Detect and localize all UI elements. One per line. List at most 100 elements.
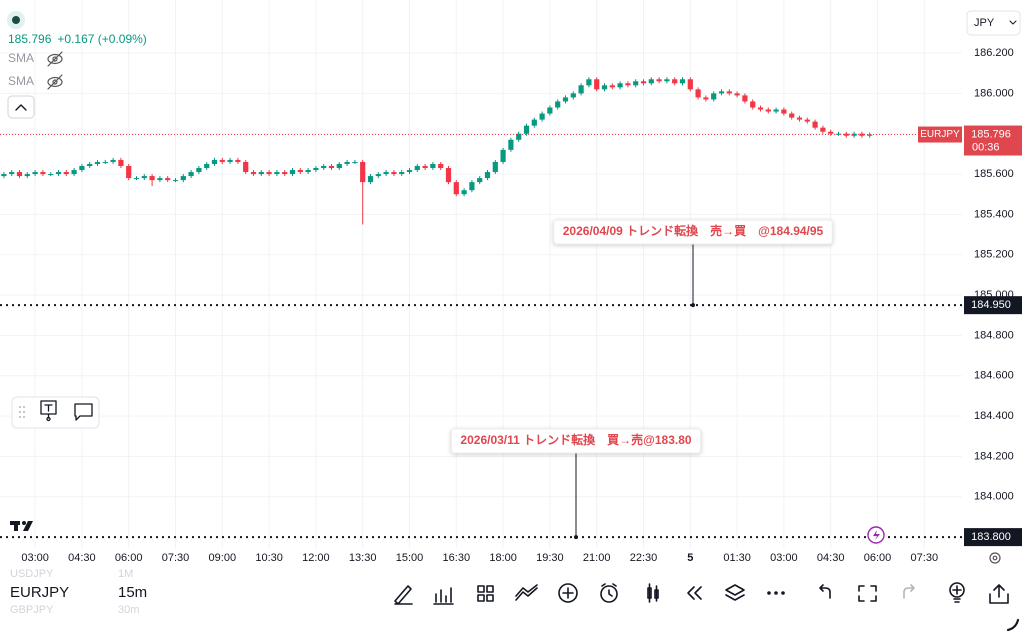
annotation-box[interactable] [450, 428, 702, 454]
candle-body [289, 170, 296, 175]
draw-tool[interactable] [394, 585, 413, 605]
candle-body [664, 79, 670, 82]
x-tick-label: 12:00 [302, 552, 330, 564]
candle-body [375, 174, 381, 177]
candle-body [625, 83, 631, 86]
annotation-text: 2026/04/09 トレンド転換 売→買 @184.94/95 [563, 223, 824, 238]
currency-selector[interactable]: JPY [966, 10, 1021, 36]
x-tick-label: 03:00 [770, 552, 798, 564]
candle-body [235, 159, 241, 162]
replay-button[interactable] [687, 586, 702, 600]
candle-body [555, 101, 561, 108]
alert-button[interactable] [600, 583, 618, 603]
candle-body [9, 172, 15, 175]
indicator-name: SMA [8, 51, 34, 65]
candle-body [477, 178, 483, 183]
watch-symbol[interactable]: EURJPY [10, 584, 69, 601]
candle-body [765, 109, 771, 112]
redo-button[interactable] [903, 584, 915, 599]
watch-interval[interactable]: 15m [118, 584, 147, 601]
watch-symbol[interactable]: USDJPY [10, 568, 54, 580]
watch-interval[interactable]: 1M [118, 568, 133, 580]
countdown: 00:36 [972, 141, 1000, 153]
candle-body [266, 172, 272, 175]
templates-button[interactable] [477, 585, 494, 602]
bottom-toolbar [394, 582, 1020, 632]
y-tick-label: 184.800 [974, 329, 1014, 341]
candle-body [102, 161, 108, 163]
settings-icon[interactable] [989, 552, 1001, 564]
y-tick-label: 185.400 [974, 208, 1014, 220]
candle-body [321, 165, 327, 169]
candle-body [126, 165, 132, 179]
plot [1, 77, 873, 225]
candle-body [274, 172, 280, 175]
candle-body [492, 161, 498, 173]
candle-body [812, 121, 818, 128]
candle-body [695, 89, 701, 98]
annotation-box[interactable] [553, 219, 833, 245]
candle-body [133, 178, 140, 180]
watch-symbol[interactable]: GBPJPY [10, 604, 54, 616]
text-tool[interactable] [40, 400, 57, 422]
candle-body [87, 163, 93, 166]
indicators-button[interactable] [433, 587, 454, 605]
candle-body [165, 178, 171, 181]
y-tick-label: 186.000 [974, 87, 1014, 99]
watch-interval[interactable]: 30m [118, 604, 139, 616]
annotation-anchor [691, 303, 695, 308]
x-tick-label: 03:00 [21, 552, 49, 564]
x-tick-label: 22:30 [630, 552, 658, 564]
floating-toolbar [11, 396, 100, 429]
annotation-anchor [574, 535, 578, 540]
last-price-label: 185.796 [971, 128, 1011, 140]
y-tick-label: 184.400 [974, 410, 1014, 422]
candle-body [461, 190, 467, 195]
x-tick-label: 5 [687, 552, 693, 564]
fullscreen-button[interactable] [858, 585, 877, 602]
share-button[interactable] [989, 584, 1009, 604]
candle-body [633, 81, 639, 86]
x-tick-label: 06:00 [864, 552, 892, 564]
candle-body [672, 79, 678, 84]
layers-button[interactable] [725, 584, 745, 601]
collapse-button[interactable] [7, 95, 35, 119]
candle-body [391, 172, 397, 175]
candle-body [430, 163, 436, 169]
candle-body [757, 107, 764, 110]
hide-icon[interactable] [47, 74, 63, 90]
candle-body [282, 172, 288, 175]
candle-body [617, 83, 623, 88]
comment-tool[interactable] [74, 403, 93, 421]
candle-body [352, 161, 358, 163]
candle-body [336, 163, 342, 169]
x-tick-label: 18:00 [489, 552, 517, 564]
price-label-bg [964, 296, 1022, 315]
candle-body [523, 125, 530, 134]
resize-handle[interactable] [1006, 618, 1020, 632]
candle-body [414, 165, 420, 171]
y-tick-label: 186.200 [974, 47, 1014, 59]
watchlist: USDJPY 1M EURJPY 15m GBPJPY 30m [10, 568, 147, 616]
hide-icon[interactable] [47, 51, 63, 67]
undo-button[interactable] [819, 584, 831, 599]
alert-icon[interactable] [867, 526, 885, 544]
candle-body [508, 139, 514, 150]
candle-body [438, 163, 444, 169]
candle-body [360, 161, 366, 183]
more-button[interactable] [767, 591, 785, 595]
candle-body [594, 79, 600, 90]
idea-button[interactable] [949, 582, 965, 603]
y-tick-label: 185.600 [974, 168, 1014, 180]
candle-body [79, 165, 85, 171]
candle-body [804, 119, 810, 122]
add-button[interactable] [558, 583, 578, 603]
compare-button[interactable] [515, 584, 538, 601]
x-tick-label: 10:30 [255, 552, 283, 564]
chart-type-button[interactable] [647, 583, 659, 603]
candle-body [539, 113, 545, 120]
y-tick-label: 184.000 [974, 491, 1014, 503]
candle-body [243, 161, 249, 173]
candle-body [141, 176, 147, 179]
